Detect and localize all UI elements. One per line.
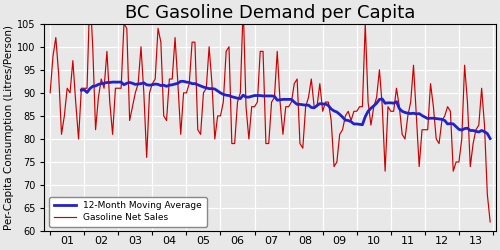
Gasoline Net Sales	[214, 114, 220, 117]
Line: 12-Month Moving Average: 12-Month Moving Average	[82, 81, 490, 138]
Gasoline Net Sales	[487, 220, 493, 224]
12-Month Moving Average	[180, 80, 186, 83]
Gasoline Net Sales	[160, 114, 166, 117]
Y-axis label: Per-Capita Consumption (Litres/Person): Per-Capita Consumption (Litres/Person)	[4, 25, 14, 230]
12-Month Moving Average	[402, 111, 408, 114]
12-Month Moving Average	[78, 89, 84, 92]
12-Month Moving Average	[81, 88, 87, 91]
12-Month Moving Average	[98, 82, 104, 85]
Line: Gasoline Net Sales: Gasoline Net Sales	[50, 0, 490, 222]
Gasoline Net Sales	[47, 91, 53, 94]
Gasoline Net Sales	[311, 105, 317, 108]
12-Month Moving Average	[390, 102, 396, 105]
Gasoline Net Sales	[354, 110, 360, 113]
12-Month Moving Average	[487, 137, 493, 140]
Title: BC Gasoline Demand per Capita: BC Gasoline Demand per Capita	[125, 4, 416, 22]
Legend: 12-Month Moving Average, Gasoline Net Sales: 12-Month Moving Average, Gasoline Net Sa…	[49, 197, 206, 226]
12-Month Moving Average	[317, 102, 323, 105]
Gasoline Net Sales	[405, 114, 411, 117]
Gasoline Net Sales	[232, 142, 237, 145]
12-Month Moving Average	[462, 127, 468, 130]
